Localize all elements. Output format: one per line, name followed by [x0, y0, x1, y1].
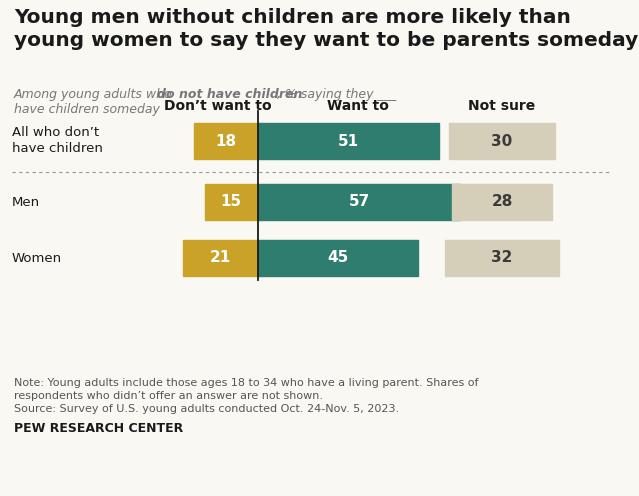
Text: 21: 21	[210, 250, 231, 265]
Text: 51: 51	[338, 133, 359, 148]
Text: Want to: Want to	[327, 99, 389, 113]
Bar	[449, 123, 555, 159]
Text: Men: Men	[12, 195, 40, 208]
Text: 18: 18	[215, 133, 236, 148]
Text: All who don’t
have children: All who don’t have children	[12, 126, 103, 156]
Bar	[445, 240, 558, 276]
Text: 32: 32	[491, 250, 512, 265]
Text: 30: 30	[491, 133, 512, 148]
Text: Women: Women	[12, 251, 62, 264]
Bar	[194, 123, 258, 159]
Bar	[258, 184, 460, 220]
Text: Note: Young adults include those ages 18 to 34 who have a living parent. Shares : Note: Young adults include those ages 18…	[14, 378, 479, 388]
Bar	[183, 240, 258, 276]
Bar	[204, 184, 258, 220]
Text: do not have children: do not have children	[157, 88, 302, 101]
Text: 15: 15	[221, 194, 242, 209]
Text: Young men without children are more likely than
young women to say they want to : Young men without children are more like…	[14, 8, 638, 51]
Text: have children someday: have children someday	[14, 103, 160, 116]
Text: respondents who didn’t offer an answer are not shown.: respondents who didn’t offer an answer a…	[14, 391, 323, 401]
Text: 57: 57	[348, 194, 370, 209]
Bar	[258, 240, 418, 276]
Text: PEW RESEARCH CENTER: PEW RESEARCH CENTER	[14, 422, 183, 435]
Text: , % saying they ___: , % saying they ___	[277, 88, 396, 101]
Text: 45: 45	[327, 250, 348, 265]
Text: Source: Survey of U.S. young adults conducted Oct. 24-Nov. 5, 2023.: Source: Survey of U.S. young adults cond…	[14, 404, 399, 414]
Text: Among young adults who: Among young adults who	[14, 88, 176, 101]
Bar	[258, 123, 439, 159]
Bar	[452, 184, 551, 220]
Text: 28: 28	[491, 194, 512, 209]
Text: Don’t want to: Don’t want to	[164, 99, 272, 113]
Text: Not sure: Not sure	[468, 99, 535, 113]
